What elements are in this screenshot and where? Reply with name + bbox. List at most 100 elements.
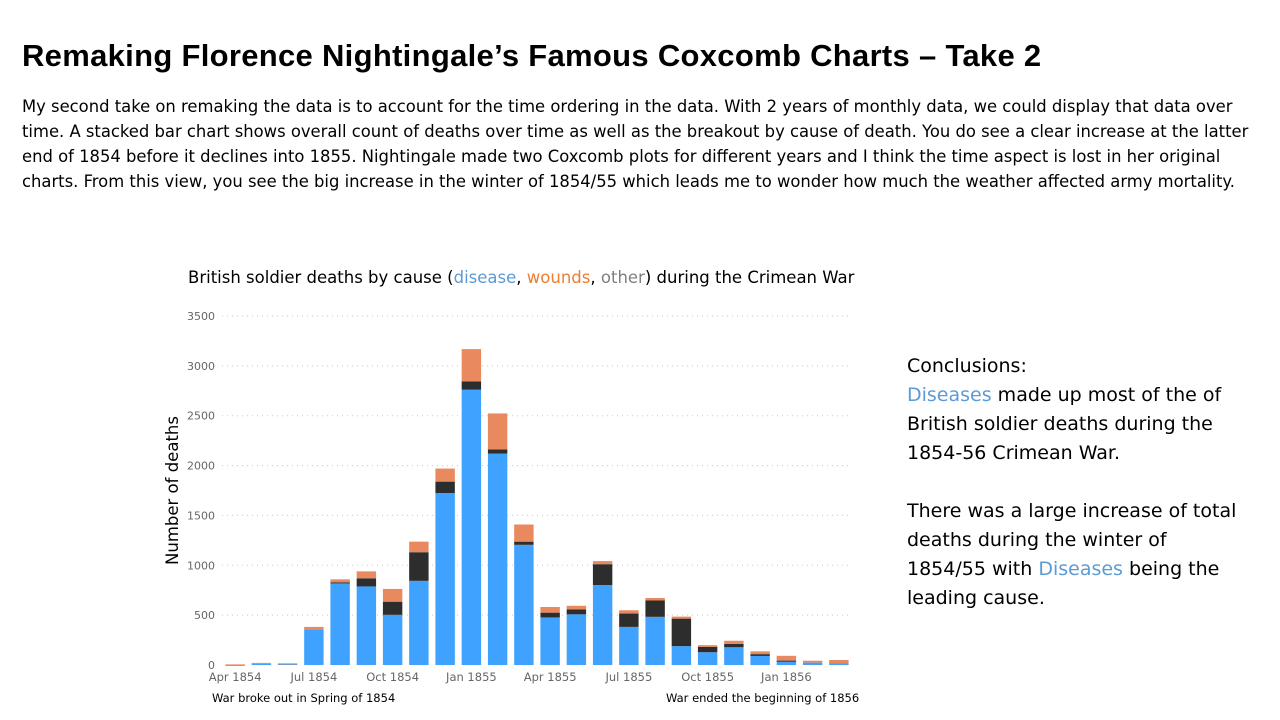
bar-segment-wounds — [592, 564, 613, 586]
bar-segment-other — [409, 541, 429, 553]
bar-segment-wounds — [487, 449, 508, 454]
bar-segment-wounds — [645, 600, 665, 617]
bar-segment-wounds — [724, 643, 744, 648]
bar-segment-wounds — [461, 381, 482, 390]
bar-segment-other — [829, 660, 849, 664]
conclusion-text: There was a large increase of total deat… — [907, 500, 1237, 580]
conclusions-panel: Conclusions: Diseases made up most of th… — [907, 352, 1247, 613]
intro-paragraph: My second take on remaking the data is t… — [22, 97, 1249, 191]
y-tick-label: 3500 — [187, 310, 215, 323]
x-tick-label: Oct 1855 — [681, 670, 734, 684]
bar-segment-disease — [356, 586, 377, 665]
chart-title: British soldier deaths by cause (disease… — [188, 268, 854, 287]
bar-segment-wounds — [776, 660, 797, 662]
bar-segment-other — [435, 468, 455, 482]
x-tick-label: Jul 1854 — [289, 670, 337, 684]
bar-segment-wounds — [697, 646, 718, 653]
x-tick-label: Apr 1855 — [524, 670, 577, 684]
bar-segment-other — [356, 571, 377, 579]
chart-title-other: other — [600, 268, 645, 287]
conclusion-1: Diseases made up most of the of British … — [907, 381, 1247, 468]
bar-segment-other — [277, 663, 298, 665]
bar-segment-disease — [829, 663, 849, 665]
bar-segment-other — [514, 524, 534, 542]
bar-segment-other — [697, 645, 718, 647]
bar-segment-other — [540, 606, 560, 613]
y-tick-label: 1500 — [187, 509, 215, 522]
bar-segment-other — [619, 610, 639, 614]
x-tick-label: Oct 1854 — [366, 670, 419, 684]
chart-title-sep: , — [590, 268, 601, 287]
bar-segment-disease — [304, 629, 324, 665]
conclusion-accent: Diseases — [907, 384, 992, 406]
slide-title: Remaking Florence Nightingale’s Famous C… — [22, 38, 1042, 73]
y-tick-label: 1000 — [187, 559, 215, 572]
footnote-end: War ended the beginning of 1856 — [666, 691, 860, 705]
bar-segment-other — [802, 660, 823, 663]
y-tick-label: 500 — [194, 609, 215, 622]
bar-segment-other — [645, 597, 665, 601]
bar-segment-other — [566, 605, 587, 610]
bar-segment-disease — [382, 614, 403, 665]
bar-segment-disease — [645, 616, 665, 665]
chart-title-sep: , — [516, 268, 527, 287]
chart-title-disease: disease — [453, 268, 517, 287]
bar-segment-disease — [435, 492, 455, 665]
bar-segment-disease — [514, 544, 534, 665]
bar-segment-wounds — [619, 613, 639, 627]
chart-title-prefix: British soldier deaths by cause ( — [188, 268, 454, 287]
bar-segment-other — [304, 626, 324, 630]
bar-segment-disease — [251, 663, 272, 665]
bar-segment-disease — [697, 652, 718, 665]
bar-segment-wounds — [435, 481, 455, 493]
bar-segment-disease — [461, 389, 482, 665]
bar-segment-other — [724, 640, 744, 644]
bar-segment-wounds — [540, 612, 560, 618]
bar-segment-disease — [330, 582, 350, 665]
conclusion-2: There was a large increase of total deat… — [907, 497, 1247, 613]
bar-segment-disease — [776, 660, 797, 665]
bar-segment-disease — [566, 614, 587, 665]
bar-segment-wounds — [514, 541, 534, 545]
bar-segment-wounds — [330, 582, 350, 584]
bar-segment-other — [225, 664, 245, 666]
bar-segment-other — [330, 579, 350, 583]
bar-segment-disease — [619, 626, 639, 665]
y-axis-label: Number of deaths — [163, 416, 182, 565]
bar-segment-disease — [802, 662, 823, 665]
x-tick-label: Jan 1856 — [760, 670, 812, 684]
chart-title-wounds: wounds — [526, 268, 591, 287]
bar-segment-disease — [487, 453, 508, 665]
bar-segment-other — [671, 616, 692, 619]
conclusion-text: made up most of the of British soldier d… — [907, 384, 1222, 464]
bar-segment-wounds — [382, 601, 403, 615]
x-tick-label: Jan 1855 — [445, 670, 497, 684]
footnote-start: War broke out in Spring of 1854 — [212, 691, 396, 705]
conclusion-text: being the leading cause. — [907, 558, 1220, 609]
conclusion-accent: Diseases — [1038, 558, 1123, 580]
bar-segment-wounds — [750, 654, 770, 656]
bar-segment-disease — [750, 655, 770, 665]
bar-segment-wounds — [356, 578, 377, 587]
bar-segment-other — [750, 651, 770, 655]
bar-segment-wounds — [671, 618, 692, 647]
bar-segment-disease — [277, 663, 298, 665]
bar-segment-other — [776, 655, 797, 661]
bar-segment-disease — [724, 647, 744, 665]
conclusions-heading: Conclusions: — [907, 355, 1027, 377]
bar-segment-other — [461, 349, 482, 382]
bar-segment-other — [382, 588, 403, 602]
bar-segment-other — [487, 413, 508, 450]
y-tick-label: 3000 — [187, 360, 215, 373]
x-tick-label: Jul 1855 — [604, 670, 652, 684]
x-tick-label: Apr 1854 — [209, 670, 262, 684]
y-tick-label: 2500 — [187, 410, 215, 423]
bar-segment-disease — [592, 585, 613, 665]
bar-segment-other — [251, 662, 272, 664]
chart-title-suffix: ) during the Crimean War — [644, 268, 855, 287]
bar-segment-disease — [540, 617, 560, 665]
bar-segment-disease — [671, 646, 692, 665]
bar-segment-wounds — [409, 552, 429, 581]
y-tick-label: 2000 — [187, 460, 215, 473]
